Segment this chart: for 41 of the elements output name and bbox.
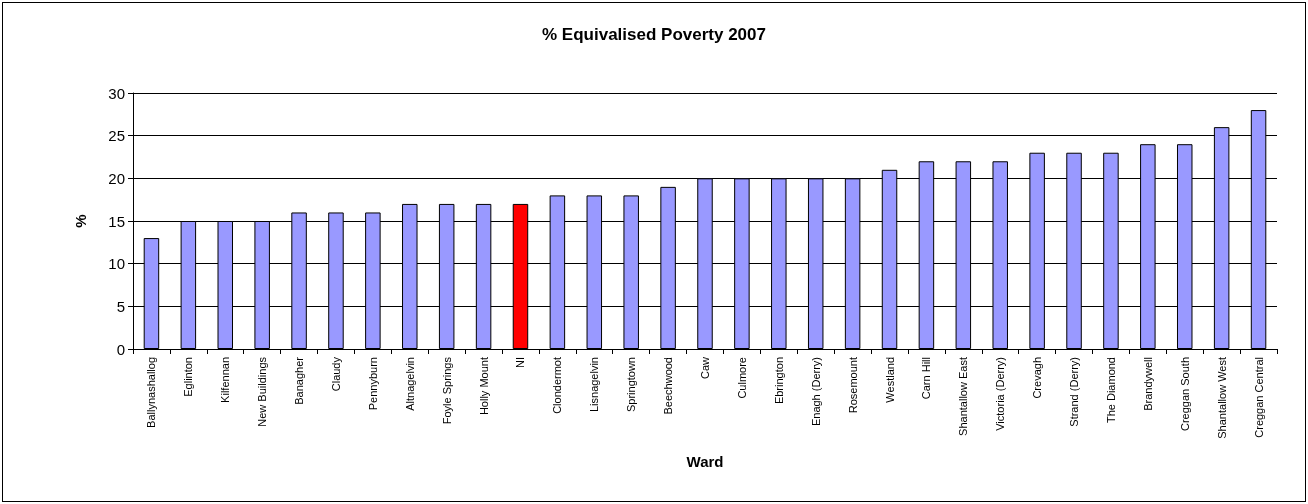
x-tick-label: Ebrington xyxy=(772,357,785,405)
y-tick-label: 5 xyxy=(116,297,125,315)
chart-title: % Equivalised Poverty 2007 xyxy=(542,25,766,44)
x-tick-label: Rosemount xyxy=(846,357,859,414)
x-tick-label: Eglinton xyxy=(182,357,195,397)
y-tick-label: 0 xyxy=(116,340,125,358)
x-tick-label: Carn Hill xyxy=(920,357,933,400)
y-tick-label: 15 xyxy=(108,212,125,230)
x-tick-label: Kilfennan xyxy=(219,357,232,403)
x-tick-label: Caw xyxy=(699,356,711,380)
x-tick-label: Clondermot xyxy=(551,357,564,414)
x-tick-label: Lisnagelvin xyxy=(588,357,601,413)
x-axis-title: Ward xyxy=(686,453,724,470)
y-tick-label: 30 xyxy=(108,84,125,102)
x-tick-label: Claudy xyxy=(329,356,342,392)
x-tick-label: The Diamond xyxy=(1104,357,1117,424)
x-tick-label: Springtown xyxy=(625,357,638,413)
x-tick-label: Banagher xyxy=(293,356,306,405)
x-tick-label: Holly Mount xyxy=(477,357,490,416)
x-tick-label: Beechwood xyxy=(662,357,675,415)
x-tick-label: NI xyxy=(514,357,527,368)
x-tick-label: Creggan Central xyxy=(1252,357,1265,438)
y-axis-title: % xyxy=(72,214,89,228)
x-tick-label: Crevagh xyxy=(1031,357,1044,399)
x-tick-label: Creggan South xyxy=(1178,357,1191,431)
x-tick-label: Shantallow East xyxy=(957,357,970,436)
x-tick-label: Culmore xyxy=(735,357,748,399)
x-tick-label: Shantallow West xyxy=(1215,357,1228,439)
x-tick-label: Victoria (Derry) xyxy=(994,357,1007,431)
x-tick-label: Brandywell xyxy=(1141,357,1154,411)
x-tick-label: Ballynashallog xyxy=(145,357,158,428)
x-tick-label: Enagh (Derry) xyxy=(809,357,822,427)
x-tick-label: New Buildings xyxy=(256,356,269,427)
x-tick-label: Pennyburn xyxy=(366,357,379,411)
x-tick-label: Foyle Springs xyxy=(440,356,453,425)
x-tick-label: Strand (Derry) xyxy=(1068,357,1081,427)
y-tick-label: 10 xyxy=(108,255,125,273)
y-tick-label: 20 xyxy=(108,169,125,187)
x-tick-label: Westland xyxy=(883,357,896,403)
y-tick-label: 25 xyxy=(108,127,125,145)
x-tick-label: Altnagelvin xyxy=(403,357,416,411)
